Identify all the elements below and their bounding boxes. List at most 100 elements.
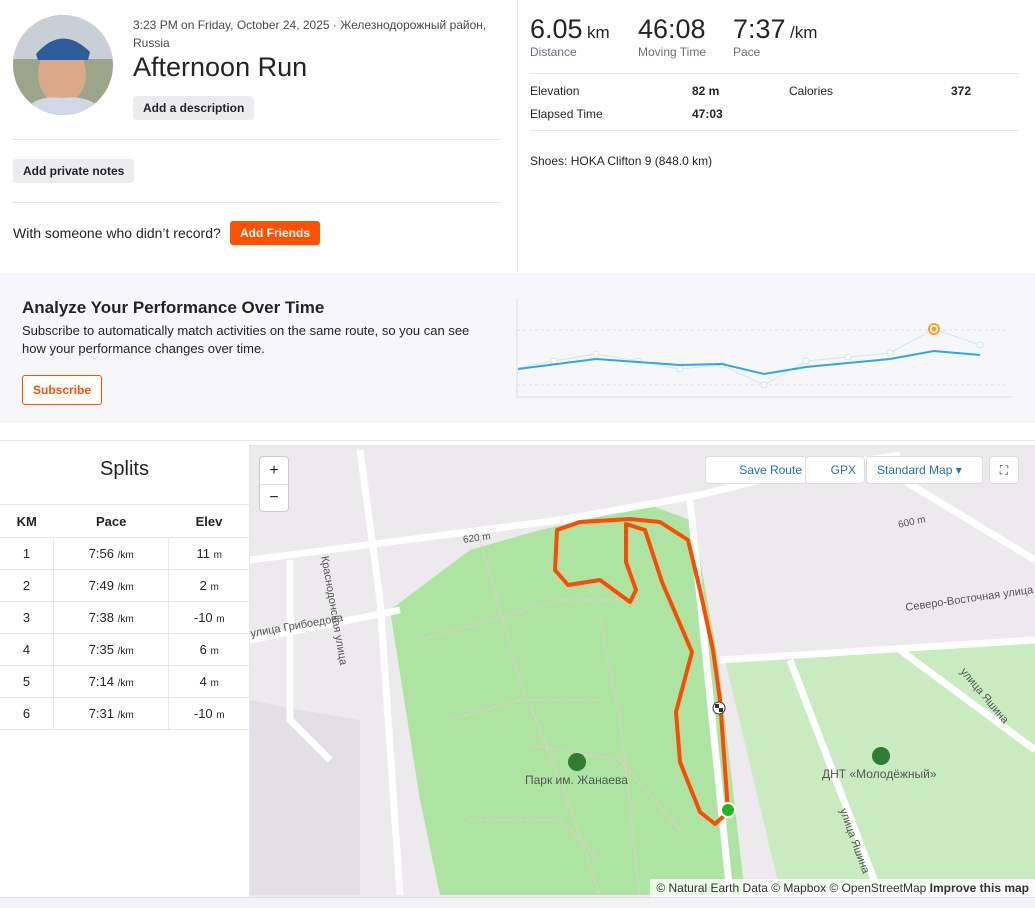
km: 1 — [0, 537, 54, 570]
zoom-control: + − — [260, 457, 288, 511]
elev-unit: m — [210, 646, 219, 657]
pace-unit: /km — [117, 582, 134, 593]
analyze-section: Analyze Your Performance Over Time Subsc… — [0, 273, 1035, 423]
divider — [530, 130, 1019, 131]
column-header: Pace — [53, 504, 169, 538]
stat-label: Distance — [530, 45, 577, 59]
sample-chart — [516, 298, 1012, 398]
label: Standard Map — [877, 463, 953, 477]
subscribe-button[interactable]: Subscribe — [22, 375, 103, 405]
divider — [530, 73, 1019, 74]
stat-label: Calories — [789, 84, 834, 98]
elev-value: -10 — [193, 610, 213, 625]
pace-unit: /km — [117, 550, 134, 561]
gpx-button[interactable]: GPX — [806, 457, 864, 483]
pace: 7:31 /km — [52, 697, 170, 730]
avatar[interactable] — [12, 14, 114, 116]
elev: -10 m — [168, 697, 249, 730]
splits-table: KM Pace Elev 1 7:56 /km 11 m 2 7:49 /km 2 m 3 7:38… — [0, 504, 249, 730]
pace-value: 7:35 — [88, 642, 114, 657]
split-row: 1 7:56 /km 11 m — [0, 537, 249, 570]
map-style-dropdown[interactable]: Standard Map ▾ — [867, 457, 982, 483]
splits-title: Splits — [100, 458, 149, 480]
divider — [0, 440, 1035, 441]
elev: 6 m — [168, 633, 249, 666]
elev-unit: m — [213, 550, 222, 561]
pace-unit: /km — [117, 614, 134, 625]
split-row: 4 7:35 /km 6 m — [0, 633, 249, 666]
divider — [12, 139, 501, 140]
datetime: 3:23 PM on Friday, October 24, 2025 · Же… — [133, 18, 487, 32]
label: Save Route — [739, 463, 802, 477]
elev-unit: m — [210, 582, 219, 593]
elev-unit: m — [216, 614, 225, 625]
pace: 7:35 /km — [52, 633, 170, 666]
stat-label: Elapsed Time — [530, 107, 603, 121]
elev-value: 2 — [199, 578, 207, 593]
improve-map-link[interactable]: Improve this map — [929, 881, 1029, 895]
stat-value: 46:08 — [638, 14, 706, 45]
zoom-in-button[interactable]: + — [260, 457, 288, 485]
elev-unit: m — [216, 710, 225, 721]
km: 6 — [0, 697, 54, 730]
elev: 4 m — [168, 665, 249, 698]
zoom-out-button[interactable]: − — [269, 489, 279, 506]
with-someone-text: With someone who didn’t record? — [13, 225, 221, 241]
stat-value: 82 m — [692, 84, 720, 98]
value: 7:37 — [733, 14, 786, 44]
map-attribution: © Natural Earth Data © Mapbox © OpenStre… — [650, 879, 1035, 897]
pace: 7:49 /km — [52, 569, 170, 602]
elev-unit: m — [210, 678, 219, 689]
fullscreen-button[interactable]: ⛶ — [990, 457, 1018, 483]
stat-value: 47:03 — [692, 107, 723, 121]
label: GPX — [830, 463, 856, 477]
split-row: 6 7:31 /km -10 m — [0, 697, 249, 730]
resize-bar[interactable] — [0, 897, 1035, 908]
stat-value: 7:37 /km — [733, 14, 817, 45]
pace-value: 7:38 — [88, 610, 114, 625]
stat-label: Pace — [733, 45, 761, 59]
pace-value: 7:56 — [88, 546, 114, 561]
map[interactable]: + − Save Route GPX Standard Map ▾ ⛶ Крас… — [250, 445, 1035, 897]
shoes: Shoes: HOKA Clifton 9 (848.0 km) — [530, 154, 713, 168]
location: Russia — [133, 36, 170, 50]
pace-unit: /km — [117, 646, 134, 657]
stat: 7:37 /km Pace — [733, 14, 817, 59]
pace-unit: /km — [117, 710, 134, 721]
add-private-notes-button[interactable]: Add private notes — [13, 159, 135, 183]
stat: 46:08 Moving Time — [638, 14, 706, 59]
divider — [12, 202, 501, 203]
map-label: Парк им. Жанаева — [525, 773, 628, 787]
analyze-text: Subscribe to automatically match activit… — [22, 323, 470, 356]
elev: 2 m — [168, 569, 249, 602]
activity-title: Afternoon Run — [133, 52, 308, 82]
pace: 7:14 /km — [52, 665, 170, 698]
unit: km — [587, 23, 610, 42]
stat-label: Elevation — [530, 84, 580, 98]
value: 6.05 — [530, 14, 583, 44]
divider — [517, 0, 518, 272]
splits-panel: Splits KM Pace Elev 1 7:56 /km 11 m 2 7:49 /km 2… — [0, 445, 250, 897]
km: 4 — [0, 633, 54, 666]
save-route-button[interactable]: Save Route — [706, 457, 806, 483]
attribution[interactable]: © Natural Earth Data © Mapbox © OpenStre… — [656, 881, 927, 895]
stat-value: 6.05 km — [530, 14, 610, 45]
value: 46:08 — [638, 14, 706, 44]
split-row: 3 7:38 /km -10 m — [0, 601, 249, 634]
pace-value: 7:49 — [88, 578, 114, 593]
pace-value: 7:14 — [88, 674, 114, 689]
km: 2 — [0, 569, 54, 602]
elev-value: -10 — [193, 706, 213, 721]
elev-value: 11 — [196, 546, 211, 561]
column-header: KM — [0, 504, 54, 538]
pace-unit: /km — [117, 678, 134, 689]
km: 5 — [0, 665, 54, 698]
add-friends-button[interactable]: Add Friends — [230, 221, 321, 245]
map-label: ДНТ «Молодёжный» — [822, 767, 937, 781]
unit: /km — [790, 23, 818, 42]
km: 3 — [0, 601, 54, 634]
stat-label: Moving Time — [638, 45, 707, 59]
column-header: Elev — [168, 504, 249, 538]
add-description-button[interactable]: Add a description — [133, 96, 255, 120]
